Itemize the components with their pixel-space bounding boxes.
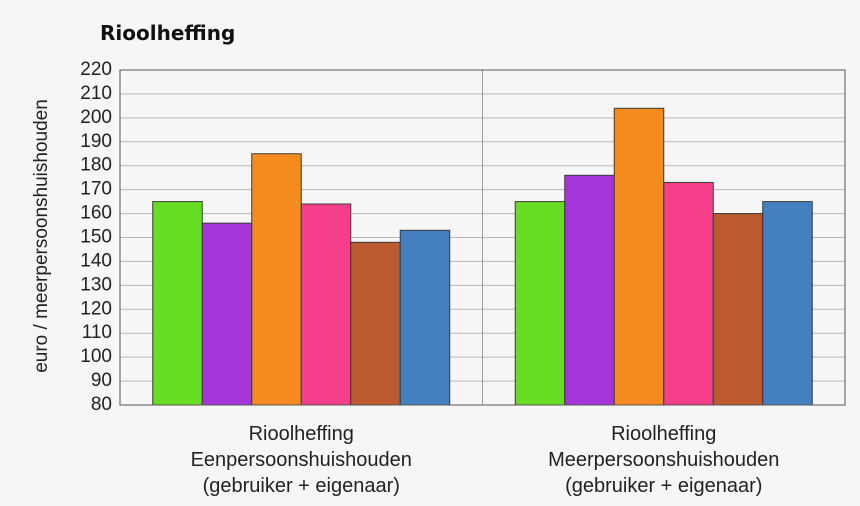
- y-tick-label: 110: [82, 322, 112, 343]
- y-tick-label: 130: [80, 274, 112, 295]
- y-tick-label: 100: [80, 346, 112, 367]
- y-tick-label: 150: [80, 227, 112, 248]
- bar: [399, 229, 451, 406]
- bar: [350, 241, 401, 406]
- bar: [712, 213, 764, 406]
- bar: [201, 222, 253, 406]
- x-category-label: Eenpersoonshuishouden: [191, 449, 412, 471]
- y-tick-label: 180: [80, 155, 112, 176]
- y-tick-label: 210: [80, 83, 112, 104]
- y-tick-label: 200: [80, 107, 112, 128]
- y-axis-label: euro / meerpersoonshuishouden: [31, 99, 52, 373]
- x-category-label: (gebruiker + eigenaar): [565, 475, 762, 497]
- bar: [300, 203, 352, 406]
- plot-frame: [119, 69, 846, 406]
- bar: [152, 201, 203, 406]
- y-tick-label: 170: [80, 179, 112, 200]
- bar: [613, 107, 665, 406]
- y-tick-label: 220: [80, 59, 112, 80]
- x-category-label: (gebruiker + eigenaar): [203, 475, 400, 497]
- y-tick-label: 90: [91, 370, 112, 391]
- bar: [663, 181, 714, 406]
- x-category-label: Meerpersoonshuishouden: [548, 449, 779, 471]
- y-tick-label: 120: [80, 298, 112, 319]
- bar: [762, 201, 813, 406]
- bar: [514, 201, 566, 406]
- y-tick-label: 80: [91, 394, 112, 415]
- y-tick-label: 190: [80, 131, 112, 152]
- x-category-label: Rioolheffing: [249, 423, 354, 445]
- y-tick-label: 160: [80, 203, 112, 224]
- x-category-label: Rioolheffing: [611, 423, 716, 445]
- bar: [564, 174, 615, 406]
- y-tick-label: 140: [80, 250, 112, 271]
- bar: [251, 153, 302, 406]
- chart-title: Rioolheffing: [100, 21, 235, 45]
